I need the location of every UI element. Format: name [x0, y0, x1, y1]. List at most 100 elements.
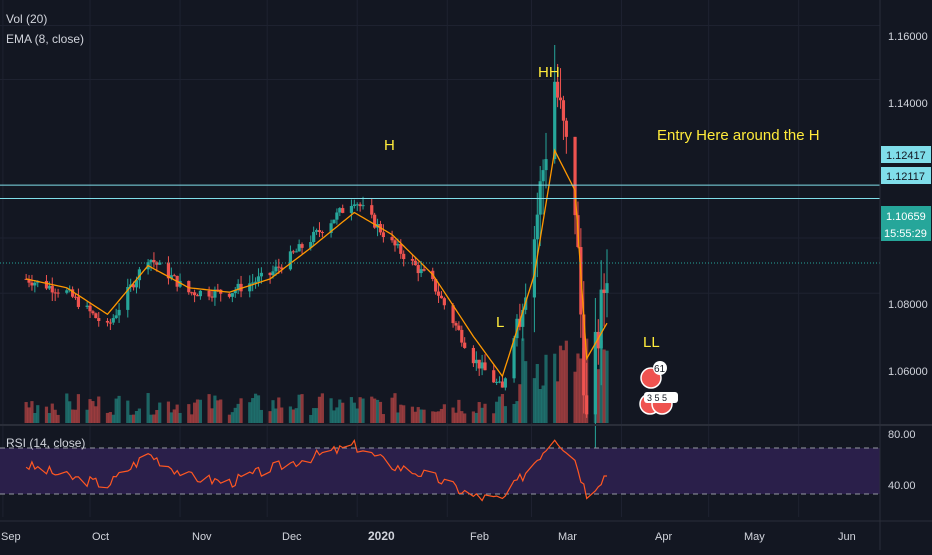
candle-body[interactable]	[236, 283, 240, 291]
candle-body[interactable]	[190, 292, 194, 294]
candle-body[interactable]	[271, 271, 275, 276]
candle-body[interactable]	[30, 282, 34, 286]
candle-body[interactable]	[483, 362, 487, 371]
candle-body[interactable]	[207, 290, 211, 297]
candle-body[interactable]	[381, 232, 385, 238]
candle-body[interactable]	[216, 289, 220, 291]
candle-body[interactable]	[317, 230, 322, 233]
candle-body[interactable]	[593, 331, 597, 415]
candle-body[interactable]	[195, 295, 200, 297]
candle-body[interactable]	[329, 223, 333, 234]
candle-body[interactable]	[341, 208, 345, 213]
candle-body[interactable]	[227, 293, 232, 297]
candle-body[interactable]	[500, 381, 505, 388]
candle-body[interactable]	[561, 100, 566, 121]
candle-body[interactable]	[436, 291, 441, 296]
candle-body[interactable]	[309, 242, 313, 248]
event-marker-2[interactable]: 3 5 5	[639, 392, 678, 415]
candle-body[interactable]	[44, 280, 49, 289]
candle-body[interactable]	[294, 251, 298, 253]
candle-body[interactable]	[480, 362, 484, 369]
rsi-indicator-label[interactable]: RSI (14, close)	[6, 436, 85, 450]
candle-body[interactable]	[117, 309, 121, 316]
candle-body[interactable]	[358, 204, 362, 207]
candle-body[interactable]	[497, 381, 502, 383]
candle-body[interactable]	[434, 279, 438, 292]
candle-body[interactable]	[477, 359, 481, 369]
candle-body[interactable]	[47, 285, 51, 289]
candle-body[interactable]	[312, 231, 316, 243]
candle-body[interactable]	[355, 204, 359, 206]
candle-body[interactable]	[605, 283, 609, 293]
price-pane[interactable]	[0, 0, 880, 425]
candle-body[interactable]	[50, 285, 54, 293]
candle-body[interactable]	[495, 381, 499, 383]
candle-body[interactable]	[442, 298, 446, 306]
ema-indicator-label[interactable]: EMA (8, close)	[6, 32, 84, 46]
candle-body[interactable]	[277, 266, 281, 268]
candle-body[interactable]	[192, 292, 197, 296]
candle-body[interactable]	[463, 342, 467, 348]
candle-body[interactable]	[541, 170, 545, 182]
candle-body[interactable]	[396, 244, 400, 246]
candle-body[interactable]	[582, 314, 586, 396]
candle-body[interactable]	[233, 290, 237, 294]
candle-body[interactable]	[297, 244, 301, 252]
candle-body[interactable]	[314, 230, 319, 232]
candle-body[interactable]	[471, 347, 475, 364]
candle-body[interactable]	[108, 322, 112, 324]
candle-body[interactable]	[172, 275, 176, 277]
candle-body[interactable]	[178, 280, 182, 287]
candle-body[interactable]	[332, 219, 336, 224]
candle-body[interactable]	[573, 136, 577, 216]
candle-body[interactable]	[532, 239, 536, 298]
candle-body[interactable]	[599, 289, 603, 349]
candle-body[interactable]	[198, 290, 202, 297]
candle-body[interactable]	[253, 281, 258, 283]
candle-body[interactable]	[134, 280, 139, 288]
annotation-h[interactable]: H	[384, 137, 395, 154]
candle-body[interactable]	[390, 237, 394, 241]
candle-body[interactable]	[94, 313, 98, 319]
candle-body[interactable]	[300, 244, 304, 248]
candle-body[interactable]	[335, 212, 339, 220]
candle-body[interactable]	[256, 276, 261, 282]
candle-body[interactable]	[503, 378, 507, 388]
candle-body[interactable]	[521, 309, 525, 327]
candle-body[interactable]	[53, 292, 57, 294]
candle-body[interactable]	[213, 289, 217, 298]
candle-body[interactable]	[399, 244, 403, 254]
candle-body[interactable]	[535, 214, 539, 240]
candle-body[interactable]	[544, 159, 548, 171]
annotation-l[interactable]: L	[496, 314, 504, 331]
candle-body[interactable]	[274, 266, 278, 272]
candle-body[interactable]	[439, 295, 444, 299]
candle-body[interactable]	[97, 318, 101, 321]
candle-body[interactable]	[361, 205, 365, 207]
candle-body[interactable]	[288, 251, 293, 270]
annotation-entry-note[interactable]: Entry Here around the H	[657, 127, 820, 144]
candle-body[interactable]	[373, 214, 377, 228]
candle-body[interactable]	[114, 315, 118, 319]
candle-body[interactable]	[291, 251, 295, 253]
candle-body[interactable]	[126, 287, 130, 310]
candle-body[interactable]	[451, 305, 455, 324]
candle-body[interactable]	[91, 311, 95, 314]
candle-body[interactable]	[73, 296, 78, 298]
candle-body[interactable]	[460, 329, 464, 343]
candle-body[interactable]	[152, 259, 156, 263]
candle-body[interactable]	[402, 253, 406, 260]
candle-body[interactable]	[65, 290, 69, 293]
candle-body[interactable]	[413, 260, 417, 266]
candle-body[interactable]	[76, 296, 81, 307]
candle-body[interactable]	[457, 325, 461, 330]
candle-body[interactable]	[27, 279, 31, 283]
candle-body[interactable]	[416, 265, 420, 274]
candle-body[interactable]	[166, 262, 171, 279]
candle-body[interactable]	[71, 289, 75, 297]
candle-body[interactable]	[454, 323, 458, 326]
candle-body[interactable]	[187, 280, 191, 293]
candle-body[interactable]	[169, 275, 173, 279]
volume-indicator-label[interactable]: Vol (20)	[6, 12, 47, 26]
